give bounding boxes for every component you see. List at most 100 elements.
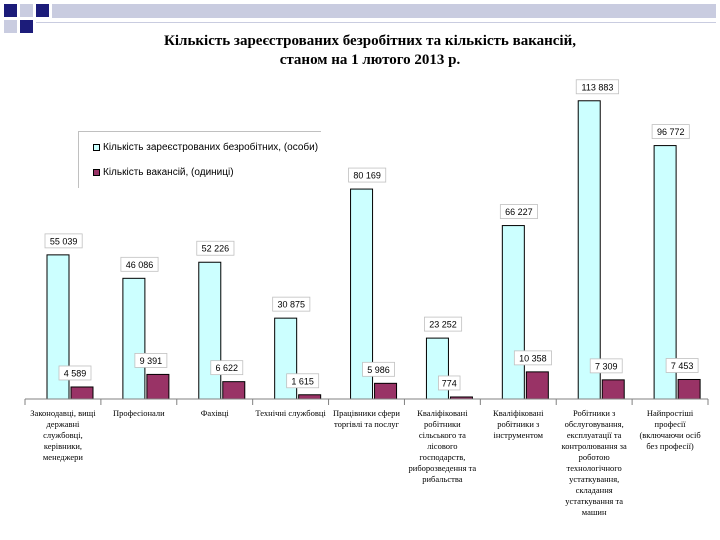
deco-square <box>20 4 33 17</box>
data-label-unemployed: 52 226 <box>202 244 230 254</box>
x-tick-label: Професіонали <box>113 408 165 418</box>
data-label-box-unemployed <box>120 256 159 272</box>
bar-unemployed <box>122 277 146 400</box>
data-label-unemployed: 23 252 <box>429 320 457 330</box>
bar-vacancies <box>222 381 246 400</box>
bar-vacancies <box>146 373 170 400</box>
data-label-box-vacancies <box>438 375 461 391</box>
bar-vacancies <box>601 379 625 400</box>
x-tick-label-line: професії <box>655 419 687 429</box>
x-tick-label: Кваліфіковані робітники з інструментом <box>493 408 544 440</box>
data-label-box-unemployed <box>424 316 463 332</box>
bar-vacancies <box>525 371 549 400</box>
deco-square <box>4 4 17 17</box>
legend-swatch-vacancies <box>93 168 100 176</box>
data-label-box-unemployed <box>44 233 83 249</box>
data-label-box-vacancies <box>362 361 395 377</box>
x-tick-label-line: сільського та <box>419 430 466 440</box>
data-label-box-vacancies <box>286 373 320 389</box>
x-tick-label-line: Кваліфіковані <box>417 408 468 418</box>
data-label-box-unemployed <box>272 296 311 312</box>
x-tick-label-line: контролювання за <box>562 441 627 451</box>
x-tick-label-line: керівники, <box>44 441 82 451</box>
data-label-vacancies: 9 391 <box>140 356 163 366</box>
data-label-box-unemployed <box>651 124 690 139</box>
data-label-unemployed: 55 039 <box>50 236 78 246</box>
data-label-box-unemployed <box>196 240 235 256</box>
x-tick-label: Кваліфіковані робітники сільського та лісов… <box>409 408 477 484</box>
x-tick-label-line: експлуатації та <box>567 430 622 440</box>
data-label-box-vacancies <box>58 365 92 381</box>
deco-bar <box>52 4 716 18</box>
x-tick-label-line: Фахівці <box>201 408 230 418</box>
data-label-vacancies: 10 358 <box>519 353 547 363</box>
data-label-box-vacancies <box>513 350 552 366</box>
x-tick-label-line: обслуговування, <box>565 419 624 429</box>
x-tick-label-line: складання <box>576 485 613 495</box>
x-tick-label-line: Кваліфіковані <box>493 408 544 418</box>
data-label-unemployed: 80 169 <box>353 171 381 181</box>
x-tick-label-line: господарств, <box>419 452 465 462</box>
x-tick-label-line: Працівники сфери <box>333 408 400 418</box>
data-label-unemployed: 113 883 <box>581 82 613 92</box>
legend-item-vacancies: Кількість вакансій, (одиниці) <box>93 167 234 179</box>
x-tick-label-line: устаткування, <box>569 474 619 484</box>
chart-title: Кількість зареєстрованих безробітних та … <box>60 32 680 70</box>
x-tick-label-line: робітники з <box>497 419 540 429</box>
x-tick-label: Фахівці <box>201 408 230 418</box>
x-tick-label-line: державні <box>46 419 80 429</box>
data-label-vacancies: 7 453 <box>671 361 694 371</box>
x-tick-label-line: Професіонали <box>113 408 165 418</box>
x-tick-label-line: технологічного <box>567 463 622 473</box>
x-tick-label-line: торгівлі та послуг <box>334 419 400 429</box>
data-label-unemployed: 66 227 <box>505 207 533 217</box>
x-tick-label-line: риборозведення та <box>409 463 477 473</box>
x-tick-label-line: Технічні службовці <box>255 408 326 418</box>
data-label-box-vacancies <box>134 353 168 368</box>
x-tick-label-line: Робітники з <box>573 408 616 418</box>
x-tick-label: Технічні службовці <box>255 408 326 418</box>
x-tick-label: Законодавці, вищі державні службовці, керів… <box>30 408 96 462</box>
legend-label-vacancies: Кількість вакансій, (одиниці) <box>103 167 234 178</box>
decorative-corner-squares <box>4 4 716 33</box>
x-tick-label-line: службовці, <box>43 430 83 440</box>
data-label-vacancies: 7 309 <box>595 361 618 371</box>
bar-vacancies <box>677 378 701 400</box>
legend-label-unemployed: Кількість зареєстрованих безробітних, (о… <box>103 142 319 153</box>
data-label-box-vacancies <box>665 358 699 373</box>
bar-unemployed <box>501 225 525 400</box>
x-tick-label-line: машин <box>582 507 607 517</box>
chart-legend: Кількість зареєстрованих безробітних, (о… <box>78 131 321 188</box>
data-label-box-vacancies <box>210 360 244 376</box>
deco-square <box>36 4 49 17</box>
data-label-vacancies: 774 <box>442 378 457 388</box>
x-tick-label-line: робітники <box>424 419 461 429</box>
chart-title-line-1: Кількість зареєстрованих безробітних та … <box>164 33 576 49</box>
chart-title-line-2: станом на 1 лютого 2013 р. <box>279 52 461 68</box>
bar-unemployed <box>577 100 601 400</box>
x-tick-label-line: лісового <box>427 441 457 451</box>
deco-square <box>20 20 33 33</box>
data-label-vacancies: 4 589 <box>64 368 87 378</box>
bar-vacancies <box>374 382 398 400</box>
x-tick-label-line: без професії) <box>646 441 694 451</box>
data-label-unemployed: 96 772 <box>657 127 685 137</box>
data-label-box-unemployed <box>499 204 538 219</box>
legend-item-unemployed: Кількість зареєстрованих безробітних, (о… <box>93 142 318 154</box>
data-label-unemployed: 30 875 <box>278 300 306 310</box>
deco-line <box>36 22 716 23</box>
x-tick-label: Робітники з обслуговування, експлуатації т… <box>562 408 627 517</box>
data-label-vacancies: 1 615 <box>291 376 314 386</box>
x-tick-label-line: Найпростіші <box>647 408 694 418</box>
bar-unemployed <box>198 261 222 400</box>
x-tick-label-line: Законодавці, вищі <box>30 408 96 418</box>
x-tick-label-line: менеджери <box>43 452 83 462</box>
data-label-box-vacancies <box>589 358 623 374</box>
x-tick-label-line: роботою <box>579 452 611 462</box>
x-tick-label-line: устаткування та <box>565 496 623 506</box>
data-label-box-unemployed <box>575 79 620 95</box>
x-tick-label-line: рибальства <box>422 474 462 484</box>
x-tick-label-line: (включаючи осіб <box>639 430 700 440</box>
deco-square <box>4 20 17 33</box>
